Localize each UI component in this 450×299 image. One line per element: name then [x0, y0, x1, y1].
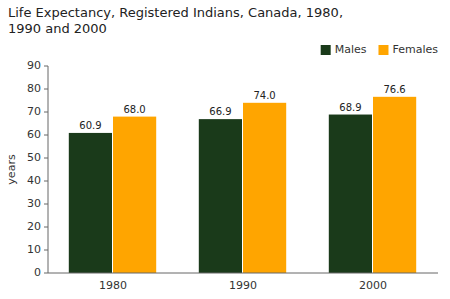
y-tick: [44, 66, 48, 67]
legend-label: Females: [392, 43, 438, 56]
y-axis-line: [48, 66, 49, 273]
y-tick: [44, 181, 48, 182]
y-tick-label: 80: [27, 82, 41, 95]
legend: Males Females: [321, 43, 439, 56]
legend-swatch: [321, 45, 331, 55]
y-tick: [44, 227, 48, 228]
y-tick: [44, 89, 48, 90]
y-tick: [44, 135, 48, 136]
y-tick: [44, 250, 48, 251]
y-tick-label: 10: [27, 243, 41, 256]
y-tick-label: 70: [27, 105, 41, 118]
x-tick-label: 1980: [99, 279, 127, 292]
y-tick-label: 0: [34, 266, 41, 279]
data-label: 66.9: [209, 106, 231, 117]
y-tick: [44, 112, 48, 113]
data-label: 74.0: [253, 90, 275, 101]
y-tick-label: 90: [27, 59, 41, 72]
y-tick-label: 60: [27, 128, 41, 141]
y-tick-label: 40: [27, 174, 41, 187]
y-tick: [44, 204, 48, 205]
x-tick-label: 2000: [359, 279, 387, 292]
data-label: 76.6: [383, 84, 405, 95]
data-label: 68.9: [339, 102, 361, 113]
bars: [69, 97, 416, 273]
legend-swatch: [378, 45, 388, 55]
y-axis-label: years: [5, 154, 18, 185]
title: Life Expectancy, Registered Indians, Can…: [8, 5, 343, 20]
y-tick-label: 50: [27, 151, 41, 164]
subtitle: 1990 and 2000: [8, 21, 107, 36]
legend-label: Males: [335, 43, 367, 56]
page: {"chart_data": {"type": "bar", "title": …: [0, 0, 450, 299]
bar: [69, 133, 112, 273]
y-tick-label: 30: [27, 197, 41, 210]
data-label: 68.0: [123, 104, 145, 115]
bar: [373, 97, 416, 273]
chart-svg: Life Expectancy, Registered Indians, Can…: [0, 0, 450, 299]
bar: [329, 115, 372, 273]
data-label: 60.9: [79, 120, 101, 131]
y-tick-label: 20: [27, 220, 41, 233]
chart-container: Life Expectancy, Registered Indians, Can…: [0, 0, 450, 299]
bar: [113, 117, 156, 273]
y-tick: [44, 158, 48, 159]
bar: [199, 119, 242, 273]
bar: [243, 103, 286, 273]
x-tick-label: 1990: [229, 279, 257, 292]
x-axis-line: [48, 273, 438, 274]
y-tick: [44, 273, 48, 274]
